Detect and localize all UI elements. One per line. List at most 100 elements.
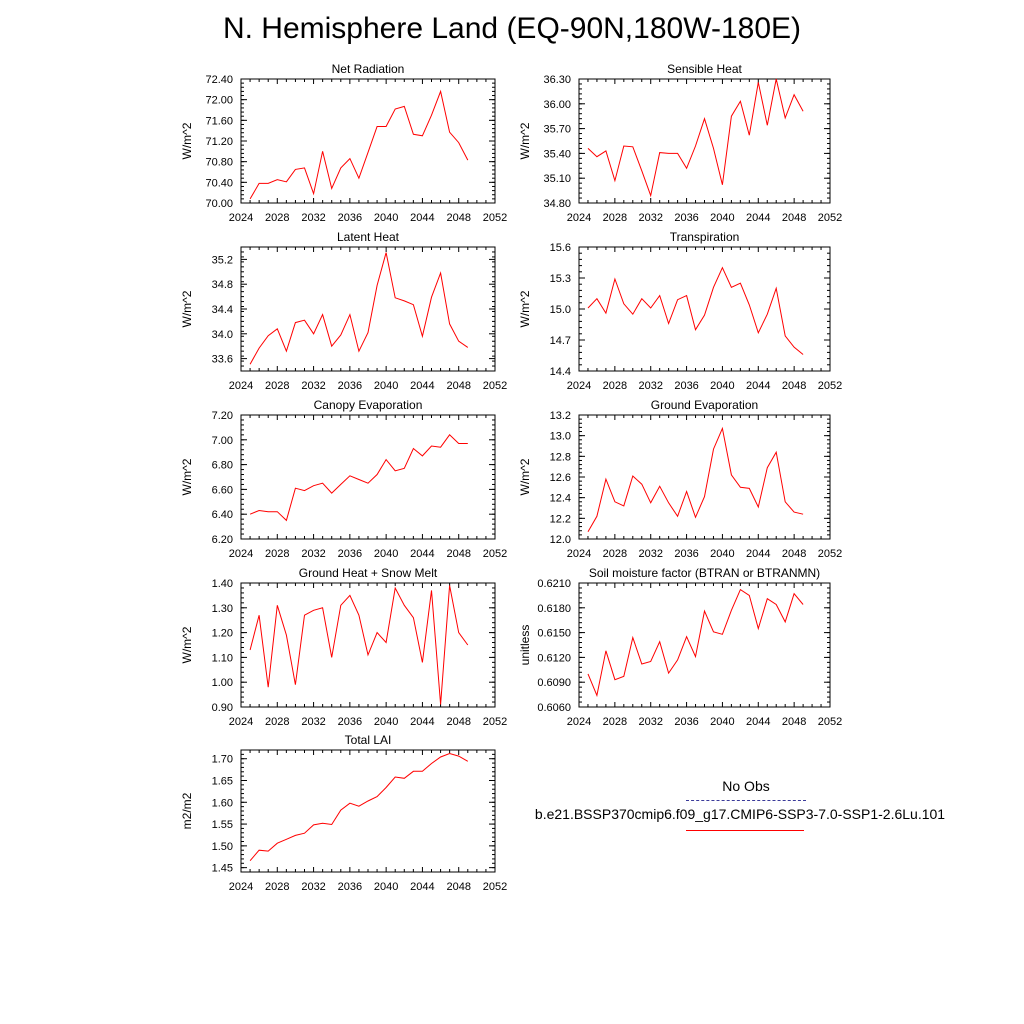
y-tick-label: 34.0	[212, 329, 233, 341]
x-tick-label: 2040	[374, 548, 398, 560]
chart-title: Sensible Heat	[667, 62, 742, 76]
y-tick-label: 35.10	[543, 173, 571, 185]
y-tick-label: 36.30	[543, 74, 571, 86]
x-tick-label: 2032	[638, 716, 662, 728]
x-tick-label: 2024	[567, 212, 591, 224]
y-tick-label: 1.55	[212, 819, 233, 831]
y-tick-label: 6.60	[212, 484, 233, 496]
x-tick-label: 2040	[710, 716, 734, 728]
chart-9: Total LAI m2/m2 2024 2028 2032 2036 2040 2044 20…	[180, 733, 507, 893]
plot-frame	[240, 749, 496, 873]
x-tick-label: 2040	[710, 548, 734, 560]
x-tick-label: 2044	[746, 716, 770, 728]
x-tick-label: 2044	[410, 380, 434, 392]
x-tick-label: 2028	[265, 548, 289, 560]
x-tick-label: 2052	[483, 881, 507, 893]
x-tick-label: 2052	[818, 212, 842, 224]
y-tick-label: 12.0	[550, 534, 571, 546]
chart-title: Canopy Evaporation	[314, 398, 423, 412]
x-tick-label: 2052	[483, 380, 507, 392]
x-tick-label: 2044	[746, 548, 770, 560]
y-tick-label: 35.70	[543, 124, 571, 136]
y-tick-label: 0.6210	[537, 578, 571, 590]
y-tick-label: 15.0	[550, 304, 571, 316]
chart-title: Soil moisture factor (BTRAN or BTRANMN)	[589, 566, 820, 580]
x-tick-label: 2036	[338, 380, 362, 392]
y-tick-label: 35.2	[212, 254, 233, 266]
x-tick-label: 2028	[265, 212, 289, 224]
x-tick-label: 2048	[446, 881, 470, 893]
series-line	[587, 78, 804, 198]
x-tick-label: 2052	[483, 716, 507, 728]
x-tick-label: 2028	[603, 212, 627, 224]
chart-title: Ground Evaporation	[651, 398, 758, 412]
chart-8: Soil moisture factor (BTRAN or BTRANMN) u…	[518, 566, 842, 728]
y-tick-label: 0.6120	[537, 652, 571, 664]
y-tick-label: 15.6	[550, 242, 571, 254]
x-tick-label: 2036	[674, 212, 698, 224]
x-tick-label: 2048	[446, 716, 470, 728]
x-tick-label: 2048	[446, 548, 470, 560]
y-tick-label: 0.6180	[537, 603, 571, 615]
chart-title: Net Radiation	[332, 62, 405, 76]
y-tick-label: 15.3	[550, 273, 571, 285]
y-tick-label: 14.7	[550, 335, 571, 347]
y-tick-label: 70.80	[205, 157, 233, 169]
x-tick-label: 2040	[374, 212, 398, 224]
x-tick-label: 2036	[338, 548, 362, 560]
x-tick-label: 2040	[710, 380, 734, 392]
x-tick-label: 2044	[746, 212, 770, 224]
y-tick-label: 71.20	[205, 136, 233, 148]
y-tick-label: 1.10	[212, 652, 233, 664]
x-tick-label: 2024	[229, 548, 253, 560]
legend-obs-label: No Obs	[722, 778, 770, 794]
x-tick-label: 2044	[410, 716, 434, 728]
y-tick-label: 34.8	[212, 279, 233, 291]
x-tick-label: 2044	[410, 881, 434, 893]
x-tick-label: 2032	[638, 548, 662, 560]
y-tick-label: 14.4	[550, 366, 571, 378]
chart-title: Total LAI	[345, 733, 392, 747]
x-tick-label: 2052	[818, 548, 842, 560]
y-axis-label: W/m^2	[180, 122, 194, 159]
y-tick-label: 72.40	[205, 74, 233, 86]
x-tick-label: 2032	[638, 380, 662, 392]
x-tick-label: 2028	[265, 881, 289, 893]
x-tick-label: 2028	[265, 716, 289, 728]
y-tick-label: 1.40	[212, 578, 233, 590]
y-tick-label: 33.6	[212, 354, 233, 366]
x-tick-label: 2032	[301, 380, 325, 392]
chart-1: Net Radiation W/m^2 2024 2028 2032 2036 2040 20…	[180, 62, 507, 224]
x-tick-label: 2036	[338, 212, 362, 224]
y-axis-label: W/m^2	[180, 458, 194, 495]
y-tick-label: 70.00	[205, 198, 233, 210]
x-tick-label: 2044	[746, 380, 770, 392]
page-title: N. Hemisphere Land (EQ-90N,180W-180E)	[222, 12, 802, 45]
y-tick-label: 1.65	[212, 776, 233, 788]
x-tick-label: 2048	[446, 380, 470, 392]
chart-title: Latent Heat	[337, 230, 400, 244]
y-axis-label: W/m^2	[518, 290, 532, 327]
chart-7: Ground Heat + Snow Melt W/m^2 2024 2028 2032…	[180, 566, 507, 728]
y-axis-label: unitless	[518, 625, 532, 666]
y-tick-label: 0.6060	[537, 702, 571, 714]
y-tick-label: 6.80	[212, 460, 233, 472]
y-tick-label: 0.90	[212, 702, 233, 714]
x-tick-label: 2036	[674, 380, 698, 392]
series-line	[249, 434, 468, 522]
y-tick-label: 72.00	[205, 95, 233, 107]
plot-frame	[578, 78, 831, 204]
y-axis-label: W/m^2	[180, 626, 194, 663]
y-tick-label: 1.20	[212, 628, 233, 640]
plot-frame	[578, 414, 831, 540]
x-tick-label: 2036	[674, 716, 698, 728]
x-tick-label: 2028	[603, 716, 627, 728]
chart-5: Canopy Evaporation W/m^2 2024 2028 2032 2036 2…	[180, 398, 507, 560]
y-tick-label: 0.6150	[537, 628, 571, 640]
x-tick-label: 2024	[567, 380, 591, 392]
x-tick-label: 2032	[301, 212, 325, 224]
chart-title: Ground Heat + Snow Melt	[299, 566, 438, 580]
series-line	[249, 752, 469, 862]
y-tick-label: 13.0	[550, 431, 571, 443]
y-axis-label: m2/m2	[180, 792, 194, 829]
